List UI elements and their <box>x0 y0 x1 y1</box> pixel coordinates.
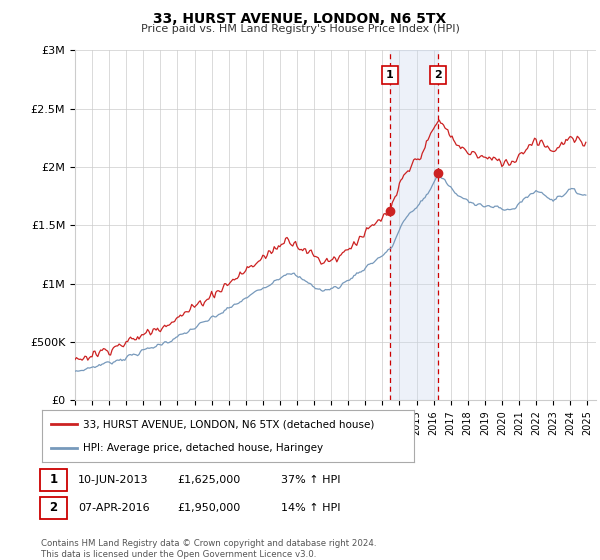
Text: 14% ↑ HPI: 14% ↑ HPI <box>281 503 340 513</box>
Text: 07-APR-2016: 07-APR-2016 <box>78 503 149 513</box>
Text: 2: 2 <box>434 70 442 80</box>
Text: 33, HURST AVENUE, LONDON, N6 5TX: 33, HURST AVENUE, LONDON, N6 5TX <box>154 12 446 26</box>
Text: £1,950,000: £1,950,000 <box>177 503 240 513</box>
Text: 2: 2 <box>49 501 58 515</box>
Text: Contains HM Land Registry data © Crown copyright and database right 2024.
This d: Contains HM Land Registry data © Crown c… <box>41 539 376 559</box>
Text: 1: 1 <box>49 473 58 487</box>
Text: £1,625,000: £1,625,000 <box>177 475 240 485</box>
Text: HPI: Average price, detached house, Haringey: HPI: Average price, detached house, Hari… <box>83 443 323 453</box>
Text: Price paid vs. HM Land Registry's House Price Index (HPI): Price paid vs. HM Land Registry's House … <box>140 24 460 34</box>
Text: 1: 1 <box>386 70 394 80</box>
Text: 33, HURST AVENUE, LONDON, N6 5TX (detached house): 33, HURST AVENUE, LONDON, N6 5TX (detach… <box>83 419 374 430</box>
Text: 10-JUN-2013: 10-JUN-2013 <box>78 475 149 485</box>
Text: 37% ↑ HPI: 37% ↑ HPI <box>281 475 340 485</box>
Bar <box>390 50 438 400</box>
